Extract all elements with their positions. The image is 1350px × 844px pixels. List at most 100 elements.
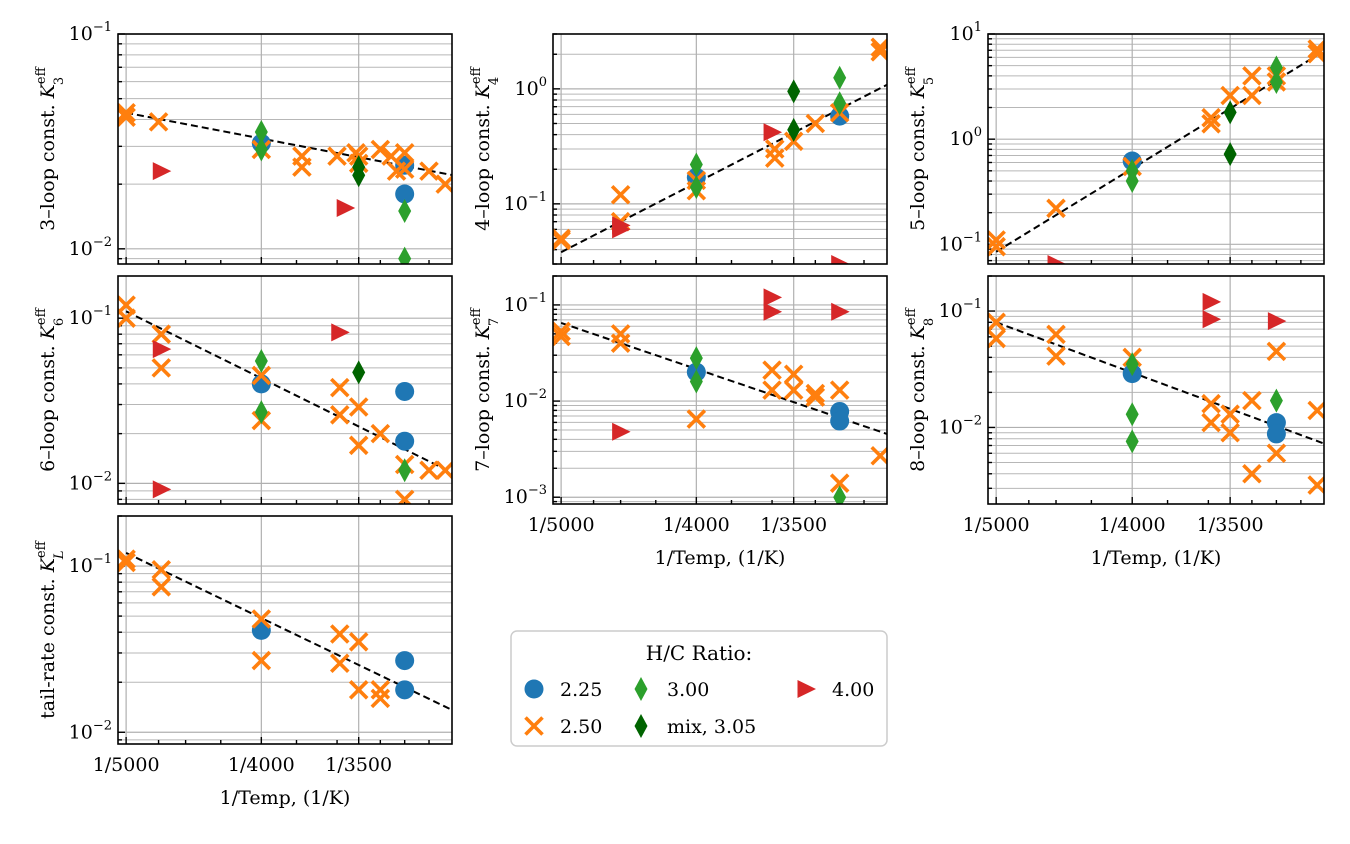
point-c250 bbox=[988, 230, 1006, 250]
y-label-symbol: K bbox=[907, 323, 929, 340]
x-tick-label: 1/5000 bbox=[528, 514, 595, 536]
x-tick-label: 1/5000 bbox=[93, 754, 160, 776]
point-c250 bbox=[348, 680, 369, 700]
legend-entry-c400: 4.00 bbox=[797, 679, 874, 701]
point-c250 bbox=[329, 377, 350, 398]
point-c250 bbox=[118, 107, 136, 127]
point-c250 bbox=[1201, 393, 1221, 414]
y-tick-base: 10 bbox=[504, 486, 528, 508]
y-tick-exp: −2 bbox=[963, 413, 982, 428]
point-c300 bbox=[398, 199, 412, 224]
y-tick-exp: −1 bbox=[963, 230, 982, 245]
point-c250 bbox=[329, 653, 350, 674]
point-c250 bbox=[1307, 39, 1324, 59]
gridlines bbox=[118, 516, 452, 744]
point-c250 bbox=[329, 405, 350, 425]
point-c300 bbox=[1269, 69, 1283, 94]
y-tick-base: 10 bbox=[939, 300, 963, 322]
y-tick-exp: −1 bbox=[528, 190, 547, 205]
legend-frame bbox=[510, 630, 888, 747]
y-tick-exp: −1 bbox=[93, 552, 112, 567]
legend-marker-cmix bbox=[634, 714, 648, 738]
point-c250 bbox=[805, 113, 826, 134]
point-c250 bbox=[1201, 412, 1221, 433]
y-axis-label: 3–loop const. Keff 3 bbox=[34, 65, 67, 230]
data-points bbox=[118, 549, 415, 709]
y-tick-base: 10 bbox=[504, 294, 528, 316]
y-label-sup: eff bbox=[904, 65, 919, 84]
point-c300 bbox=[1269, 55, 1283, 80]
point-c250 bbox=[251, 650, 272, 671]
y-label-symbol: K bbox=[37, 556, 59, 573]
point-c250 bbox=[1266, 341, 1287, 362]
y-label-text: 4–loop const. bbox=[472, 98, 494, 231]
point-c250 bbox=[988, 312, 1006, 333]
data-points bbox=[988, 292, 1324, 495]
point-cmix bbox=[1223, 142, 1237, 167]
point-c250 bbox=[1201, 114, 1221, 134]
y-label-sup: eff bbox=[469, 306, 484, 325]
legend-label-c300: 3.00 bbox=[667, 679, 709, 701]
point-c400 bbox=[1047, 255, 1067, 264]
y-label-symbol: K bbox=[37, 323, 59, 340]
y-tick-label: 10−1 bbox=[939, 230, 982, 255]
axes-frame bbox=[117, 275, 453, 505]
point-c300 bbox=[254, 119, 268, 144]
point-c300 bbox=[833, 485, 847, 504]
data-points bbox=[118, 102, 452, 264]
x-tick-label: 1/3500 bbox=[325, 754, 392, 776]
x-tick-label: 1/4000 bbox=[1099, 514, 1166, 536]
y-label-text: 8–loop const. bbox=[907, 339, 929, 472]
point-c250 bbox=[988, 328, 1006, 349]
y-label-text: 6–loop const. bbox=[37, 339, 59, 472]
point-c250 bbox=[783, 364, 804, 385]
panel-k6: 10−110−26–loop const. Keff 6 bbox=[34, 275, 453, 505]
point-c250 bbox=[1220, 85, 1240, 106]
point-c400 bbox=[831, 302, 850, 321]
y-label-text: 3–loop const. bbox=[37, 98, 59, 231]
point-c250 bbox=[151, 559, 172, 580]
point-c300 bbox=[254, 400, 268, 425]
point-c250 bbox=[1220, 404, 1240, 424]
point-c225 bbox=[395, 651, 415, 671]
point-c250 bbox=[1307, 43, 1324, 64]
point-c250 bbox=[988, 236, 1006, 257]
y-tick-label: 10−1 bbox=[69, 552, 112, 577]
point-c250 bbox=[783, 380, 804, 400]
point-c250 bbox=[370, 423, 391, 444]
legend-marker-c225 bbox=[524, 679, 544, 699]
y-tick-label: 10−1 bbox=[939, 297, 982, 322]
point-c250 bbox=[610, 184, 631, 205]
y-tick-label: 10−2 bbox=[504, 387, 547, 412]
y-label-sup: eff bbox=[469, 65, 484, 84]
y-axis-label: 8–loop const. Keff 8 bbox=[904, 306, 937, 471]
point-c250 bbox=[553, 326, 571, 347]
data-points bbox=[988, 39, 1324, 264]
point-c250 bbox=[553, 321, 571, 342]
point-c250 bbox=[348, 435, 369, 456]
y-tick-label: 10−2 bbox=[69, 235, 112, 260]
y-tick-base: 10 bbox=[69, 721, 93, 743]
y-label-sub: 4 bbox=[487, 77, 502, 85]
point-c250 bbox=[1201, 107, 1221, 128]
point-c250 bbox=[805, 387, 826, 407]
y-tick-label: 10−2 bbox=[69, 469, 112, 494]
point-c225 bbox=[830, 106, 850, 126]
legend-label-c400: 4.00 bbox=[832, 679, 874, 701]
legend-label-cmix: mix, 3.05 bbox=[667, 716, 756, 738]
point-c250 bbox=[370, 139, 391, 160]
point-c225 bbox=[830, 411, 850, 431]
y-tick-base: 10 bbox=[69, 555, 93, 577]
y-label-sub: L bbox=[52, 550, 67, 560]
point-c250 bbox=[1242, 85, 1262, 106]
y-axis-label: 5–loop const. Keff 5 bbox=[904, 65, 937, 230]
point-c225 bbox=[1266, 424, 1286, 444]
y-label-text: 5–loop const. bbox=[907, 98, 929, 231]
axes-frame bbox=[987, 33, 1325, 265]
y-tick-exp: −1 bbox=[963, 297, 982, 312]
point-c250 bbox=[151, 358, 172, 378]
y-tick-label: 10−1 bbox=[504, 291, 547, 316]
x-tick-label: 1/3500 bbox=[1197, 514, 1264, 536]
